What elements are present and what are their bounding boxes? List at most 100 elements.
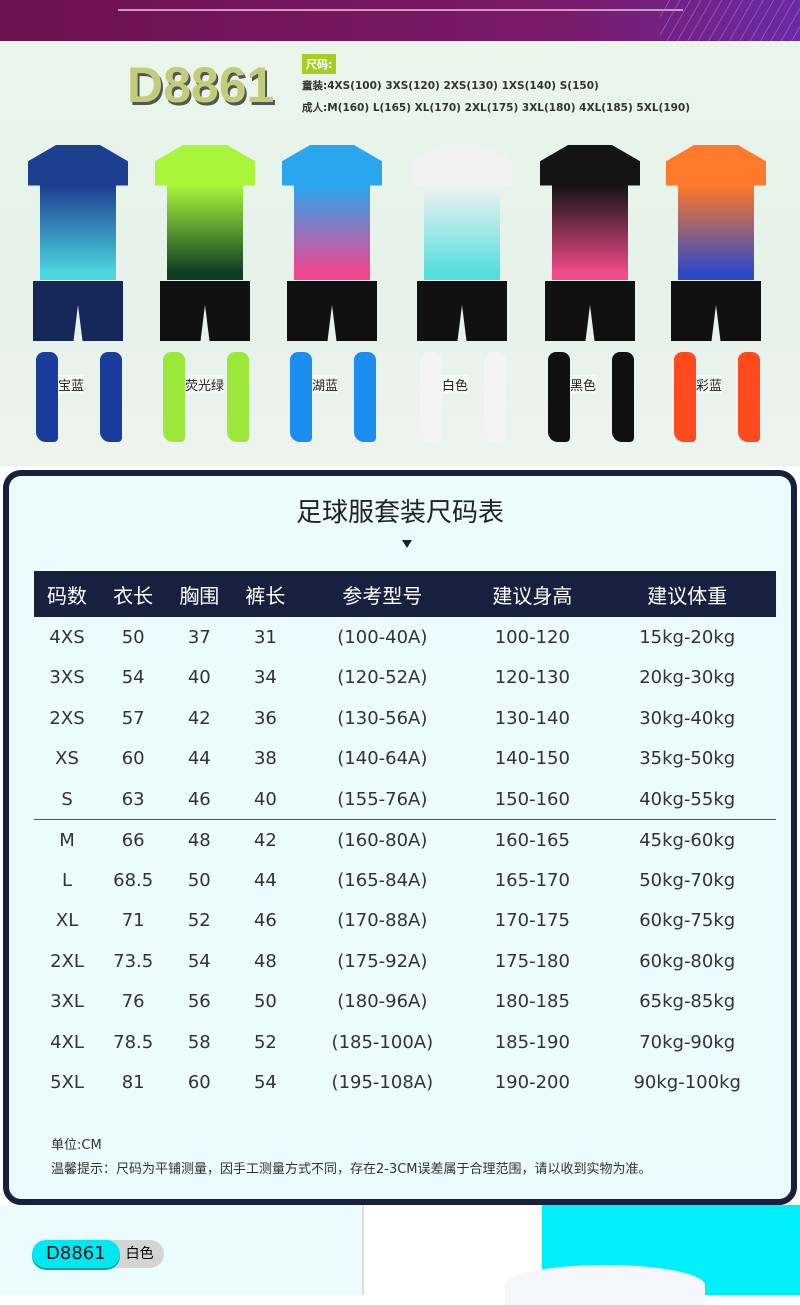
- sock: [100, 352, 122, 442]
- shorts: [545, 281, 635, 341]
- table-cell: 52: [187, 910, 211, 932]
- shorts: [287, 281, 377, 341]
- table-row: 3XL 76 56 50 (180-96A) 180-185 65kg-85kg: [34, 982, 776, 1023]
- table-cell: 38: [253, 748, 277, 770]
- column-header: 参考型号: [298, 571, 467, 617]
- table-cell: (185-100A): [331, 1031, 434, 1053]
- table-cell: XL: [55, 910, 79, 932]
- table-cell: 4XS: [49, 626, 85, 648]
- sock: [163, 352, 185, 442]
- table-cell: 35kg-50kg: [639, 748, 736, 770]
- table-cell: 60: [121, 748, 145, 770]
- table-cell: 81: [121, 1072, 145, 1094]
- color-pill: D8861 白色: [32, 1240, 164, 1268]
- table-cell: 50kg-70kg: [639, 869, 736, 891]
- unit-note: 单位:CM: [51, 1138, 102, 1153]
- table-cell: (140-64A): [337, 748, 428, 770]
- sock: [548, 352, 570, 442]
- sock: [738, 352, 760, 442]
- table-cell: 165-170: [494, 869, 570, 891]
- jersey: [282, 145, 382, 280]
- table-cell: 63: [121, 788, 145, 810]
- table-cell: 73.5: [113, 950, 154, 972]
- color-label: 黑色: [570, 375, 597, 394]
- table-cell: 90kg-100kg: [633, 1072, 741, 1094]
- column-header: 胸围: [166, 571, 233, 617]
- table-cell: 46: [187, 788, 211, 810]
- detail-section: [0, 1205, 800, 1305]
- table-cell: 68.5: [113, 869, 154, 891]
- table-cell: 60kg-80kg: [639, 950, 736, 972]
- table-cell: 190-200: [494, 1072, 570, 1094]
- sock: [227, 352, 249, 442]
- adult-sizes: 成人:M(160) L(165) XL(170) 2XL(175) 3XL(18…: [302, 102, 691, 114]
- table-cell: (175-92A): [337, 950, 428, 972]
- table-cell: 130-140: [494, 707, 570, 729]
- table-cell: 66: [100, 819, 167, 860]
- table-row: 3XS 54 40 34 (120-52A) 120-130 20kg-30kg: [34, 658, 776, 699]
- column-header: 建议体重: [598, 571, 776, 617]
- table-cell: (180-96A): [337, 991, 428, 1013]
- table-cell: (155-76A): [337, 788, 428, 810]
- table-row: 4XL 78.5 58 52 (185-100A) 185-190 70kg-90kg: [34, 1022, 776, 1063]
- table-cell: 57: [121, 707, 145, 729]
- table-row: 2XL 73.5 54 48 (175-92A) 175-180 60kg-80kg: [34, 941, 776, 982]
- tip-note: 温馨提示：尺码为平铺测量，因手工测量方式不同，存在2-3CM误差属于合理范围，请…: [51, 1162, 652, 1177]
- table-cell: (170-88A): [337, 910, 428, 932]
- table-cell: 4XL: [50, 1031, 84, 1053]
- table-cell: (160-80A): [298, 819, 467, 860]
- size-chart-card: 足球服套装尺码表 码数 衣长 胸围 裤长 参考型号 建议身高 建议体重 4XS 50 37 31 (…: [3, 470, 797, 1205]
- table-row: XS 60 44 38 (140-64A) 140-150 35kg-50kg: [34, 739, 776, 780]
- table-cell: 20kg-30kg: [639, 667, 736, 689]
- table-cell: 175-180: [494, 950, 570, 972]
- table-cell: 31: [253, 626, 277, 648]
- shorts: [417, 281, 507, 341]
- table-cell: 54: [187, 950, 211, 972]
- table-cell: 34: [253, 667, 277, 689]
- table-cell: 185-190: [494, 1031, 570, 1053]
- table-cell: 52: [253, 1031, 277, 1053]
- sock: [612, 352, 634, 442]
- size-tag: 尺码:: [302, 54, 337, 74]
- table-cell: 120-130: [494, 667, 570, 689]
- jersey: [666, 145, 766, 280]
- kit-5: 彩蓝: [656, 145, 776, 445]
- size-table: 码数 衣长 胸围 裤长 参考型号 建议身高 建议体重 4XS 50 37 31 (100-40A) 1…: [34, 571, 776, 1103]
- table-cell: 44: [253, 869, 277, 891]
- table-cell: 45kg-60kg: [598, 819, 776, 860]
- sock: [36, 352, 58, 442]
- table-cell: 5XL: [50, 1072, 84, 1094]
- table-cell: 65kg-85kg: [639, 991, 736, 1013]
- sock: [290, 352, 312, 442]
- table-cell: 48: [253, 950, 277, 972]
- pill-model: D8861: [32, 1240, 120, 1268]
- table-cell: 40: [253, 788, 277, 810]
- kit-0: 宝蓝: [18, 145, 138, 445]
- kit-2: 湖蓝: [272, 145, 392, 445]
- table-cell: 56: [187, 991, 211, 1013]
- kit-3: 白色: [402, 145, 522, 445]
- table-row: 4XS 50 37 31 (100-40A) 100-120 15kg-20kg: [34, 617, 776, 658]
- color-label: 湖蓝: [312, 375, 339, 394]
- table-cell: 46: [253, 910, 277, 932]
- column-header: 码数: [34, 571, 101, 617]
- table-cell: 180-185: [494, 991, 570, 1013]
- table-cell: 78.5: [113, 1031, 154, 1053]
- table-row: L 68.5 50 44 (165-84A) 165-170 50kg-70kg: [34, 860, 776, 901]
- column-header: 衣长: [100, 571, 167, 617]
- table-cell: 150-160: [494, 788, 570, 810]
- table-cell: 54: [253, 1072, 277, 1094]
- table-cell: 40kg-55kg: [639, 788, 736, 810]
- table-cell: M: [34, 819, 101, 860]
- color-label: 彩蓝: [696, 375, 723, 394]
- table-cell: 40: [187, 667, 211, 689]
- table-row: XL 71 52 46 (170-88A) 170-175 60kg-75kg: [34, 901, 776, 942]
- sock: [484, 352, 506, 442]
- table-cell: 3XS: [49, 667, 85, 689]
- table-cell: 44: [187, 748, 211, 770]
- table-cell: (120-52A): [337, 667, 428, 689]
- table-row: M 66 48 42 (160-80A) 160-165 45kg-60kg: [34, 819, 776, 860]
- top-banner: [0, 0, 800, 41]
- table-cell: 30kg-40kg: [639, 707, 736, 729]
- table-cell: 58: [187, 1031, 211, 1053]
